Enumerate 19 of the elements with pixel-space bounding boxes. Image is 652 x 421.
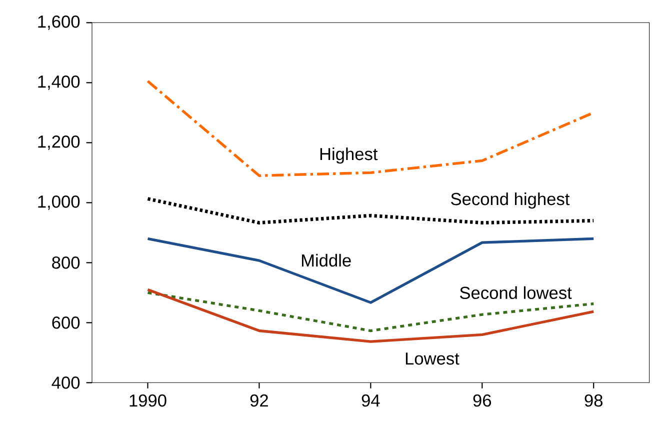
y-tick-label: 1,200 [38,135,80,150]
y-tick-label: 600 [52,316,80,329]
line-series [146,237,595,304]
y-tick-label: 400 [52,376,80,389]
series-label: Second highest [451,192,570,208]
series-label: Second lowest [460,286,572,299]
y-tick-label: 1,600 [38,15,80,30]
x-tick-label: 96 [473,394,492,407]
x-tick-label: 98 [584,394,602,407]
line-series [146,288,595,343]
x-tick-label: 92 [250,394,268,407]
series-label: Lowest [406,352,460,365]
series-label: Highest [320,147,378,164]
x-tick-label: 1990 [130,394,166,407]
y-tick-label: 1,400 [38,75,80,90]
x-tick-label: 94 [362,394,380,407]
y-tick-label: 1,000 [38,195,80,210]
series-label: Middle [302,254,351,266]
y-tick-label: 800 [52,256,80,269]
